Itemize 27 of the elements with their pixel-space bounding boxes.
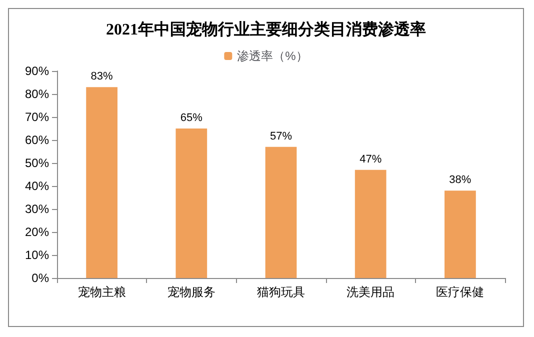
bar [354,170,386,278]
bar [86,87,118,278]
data-label: 83% [90,70,114,83]
y-tick-label: 90% [24,64,50,78]
bar [176,128,208,278]
data-label: 57% [270,130,292,142]
data-label: 38% [449,174,472,186]
data-label: 65% [180,112,203,124]
y-tick-label: 10% [24,248,50,262]
y-tick-label: 70% [24,110,50,124]
y-tick-label: 0% [32,271,50,285]
y-tick-label: 30% [24,202,50,216]
y-tick-label: 20% [24,225,50,239]
chart-title: 2021年中国宠物行业主要细分类目消费渗透率 [106,20,426,38]
x-tick-label: 宠物主粮 [78,285,126,299]
y-tick-label: 60% [24,133,50,147]
x-tick-label: 宠物服务 [167,285,216,299]
bar [444,190,476,278]
x-tick-label: 医疗保健 [436,285,484,299]
y-tick-label: 80% [24,87,50,101]
y-tick-label: 50% [24,156,50,170]
y-tick-label: 40% [24,179,50,193]
x-tick-label: 猫狗玩具 [257,285,305,299]
bar [265,146,297,278]
x-tick-label: 洗美用品 [346,285,395,299]
legend-label: 渗透率（%） [237,49,308,63]
data-label: 47% [360,153,382,166]
